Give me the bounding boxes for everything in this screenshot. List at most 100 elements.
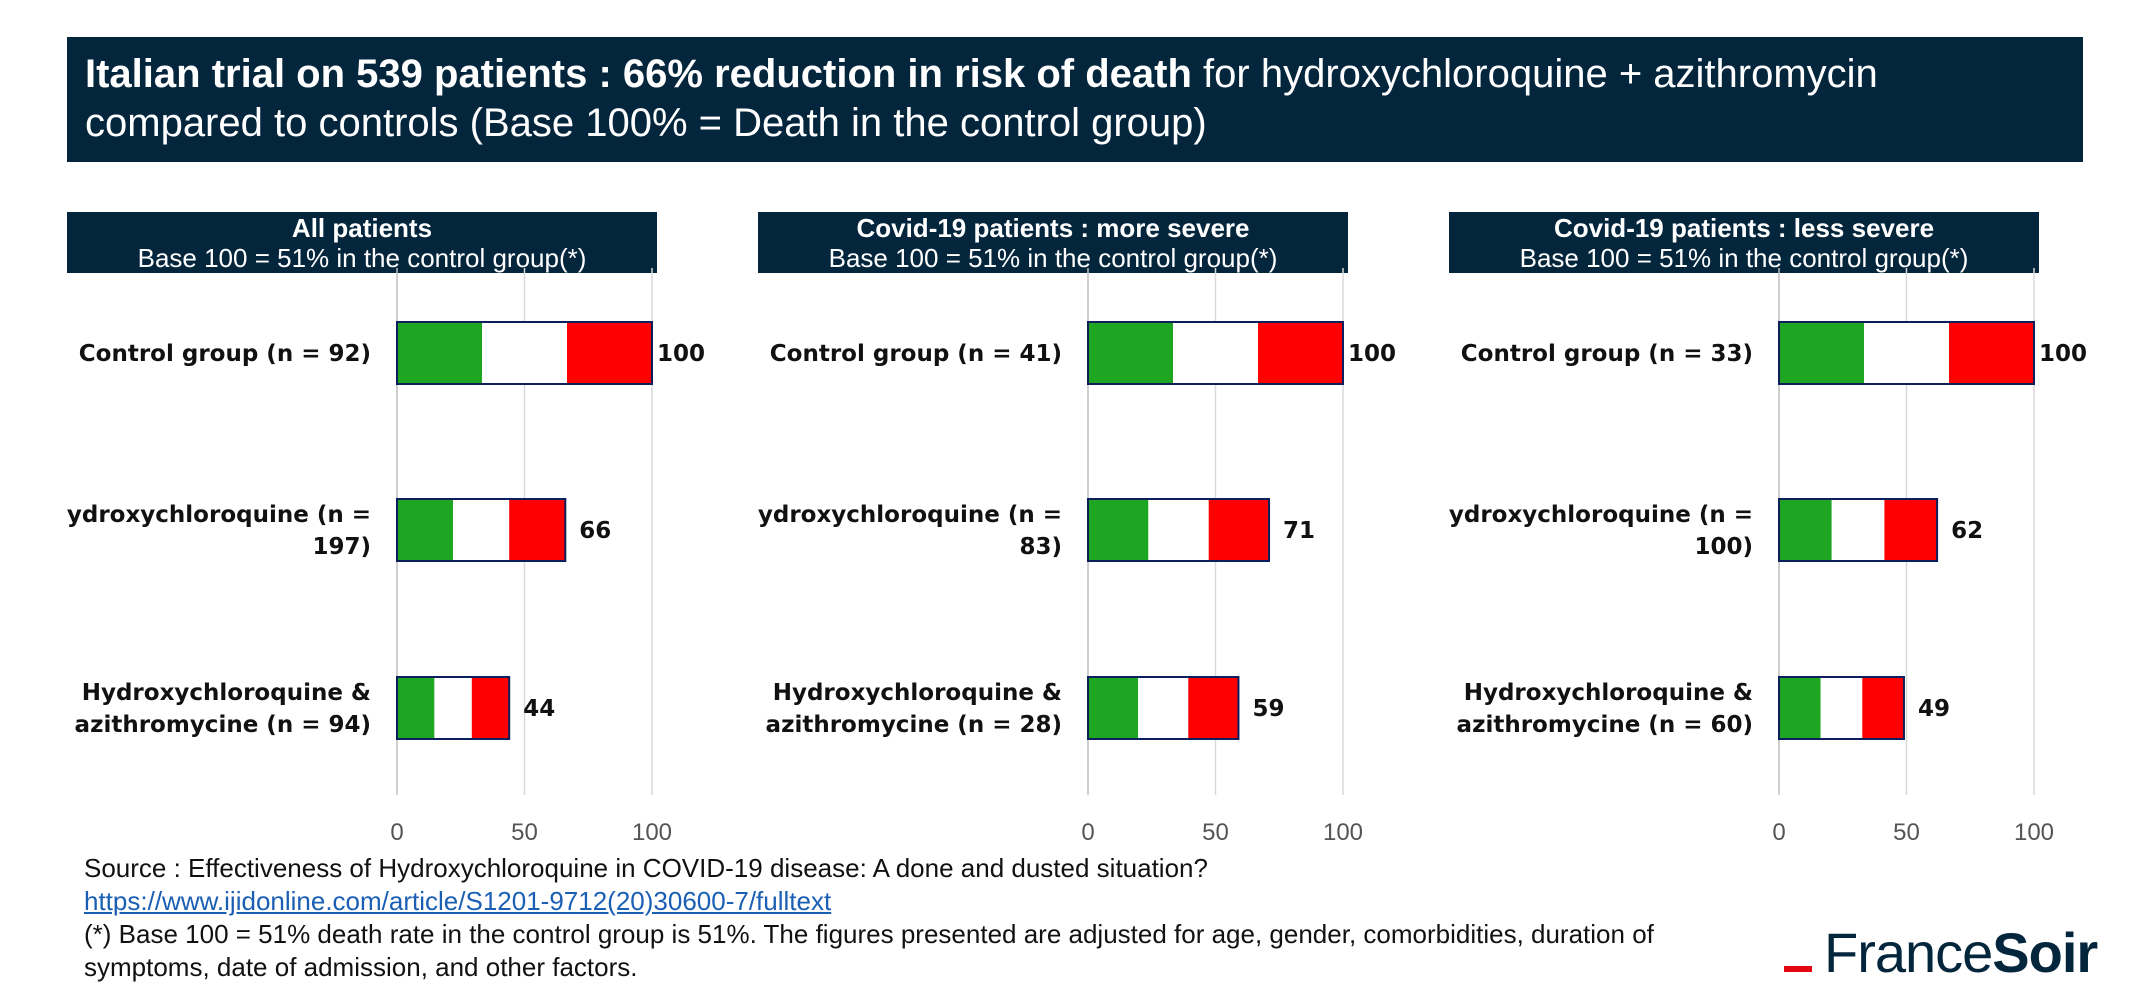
bar-segment-white [1138,677,1189,739]
category-label-line: azithromycine (n = 28) [766,712,1062,738]
bar-segment-red [1862,677,1904,739]
x-tick-label: 50 [511,819,538,846]
bar-outline [1778,321,2035,385]
data-label: 66 [579,518,611,544]
data-label: 71 [1283,518,1315,544]
bar-segment-green [1779,499,1832,561]
bar-segment-green [397,322,482,384]
bar-segment-green [1779,677,1821,739]
bar-chart: 0 50 100 100 Control group (n = 92) 66 Hydroxy… [67,268,705,846]
bar-segment-green [1779,322,1864,384]
source-text: Source : Effectiveness of Hydroxychloroq… [84,853,1208,883]
x-tick-label: 0 [1081,819,1094,846]
bar-segment-red [1208,499,1270,561]
category-label: Hydroxychloroquine & azithromycine (n = 2… [766,680,1062,738]
chart-panel-more-severe: Covid-19 patients : more severe Base 100… [758,0,1458,860]
panel-header: Covid-19 patients : more severe Base 100… [758,212,1348,273]
panel-title: Covid-19 patients : less severe [1553,213,1935,243]
panel-subtitle: Base 100 = 51% in the control group(*) [137,243,587,273]
category-label-line: Hydroxychloroquine (n = [758,502,1062,528]
bar-segment-green [1088,677,1139,739]
bar [396,498,567,562]
bar-segment-green [1088,322,1173,384]
footnote: (*) Base 100 = 51% death rate in the con… [84,919,1654,982]
bar-segment-red [1949,322,2034,384]
chart-panel-less-severe: Covid-19 patients : less severe Base 100… [1449,0,2130,860]
bar-segment-white [482,322,567,384]
category-label: Hydroxychloroquine (n = 100) [1449,502,1753,560]
category-label-line: Control group (n = 41) [770,341,1062,367]
title-rest: for hydroxychloroquine + azithromycin co… [85,52,1878,145]
data-label: 62 [1951,518,1983,544]
category-label-line: 83) [1019,534,1062,560]
data-label: 49 [1918,696,1950,722]
bar-segment-white [1864,322,1949,384]
category-label: Control group (n = 33) [1461,341,1753,367]
bar-outline [1778,498,1939,562]
bar [1087,321,1344,385]
bar-segment-white [1173,322,1258,384]
bar-chart: 0 50 100 100 Control group (n = 33) 62 Hydroxy… [1449,268,2087,846]
category-label: Hydroxychloroquine & azithromycine (n = 9… [75,680,371,738]
category-label: Control group (n = 41) [770,341,1062,367]
category-label-line: 100) [1694,534,1753,560]
category-label: Hydroxychloroquine & azithromycine (n = 6… [1457,680,1753,738]
source-link[interactable]: https://www.ijidonline.com/article/S1201… [84,886,832,916]
x-tick-label: 100 [1323,819,1363,846]
category-label-line: Hydroxychloroquine (n = [1449,502,1753,528]
bar-segment-red [1188,677,1239,739]
bar [1778,676,1905,740]
x-tick-label: 100 [632,819,672,846]
page-title: Italian trial on 539 patients : 66% redu… [67,37,2083,162]
bar [1778,321,2035,385]
bar-segment-white [453,499,510,561]
bar-segment-red [509,499,566,561]
bar-segment-white [434,677,472,739]
bar-outline [1087,321,1344,385]
x-tick-label: 50 [1202,819,1229,846]
bar [396,321,653,385]
data-label: 59 [1252,696,1284,722]
category-label-line: Hydroxychloroquine (n = [67,502,371,528]
panel-header: All patients Base 100 = 51% in the contr… [67,212,657,273]
bar-segment-red [1258,322,1343,384]
logo-dash [1784,966,1812,972]
x-tick-label: 50 [1893,819,1920,846]
data-label: 100 [657,341,705,367]
bar-segment-white [1831,499,1885,561]
bar-segment-red [1884,499,1938,561]
bar [1087,676,1240,740]
panel-subtitle: Base 100 = 51% in the control group(*) [1519,243,1969,273]
data-label: 44 [523,696,555,722]
category-label-line: Hydroxychloroquine & [1464,680,1753,706]
category-label-line: azithromycine (n = 94) [75,712,371,738]
bar-segment-green [397,499,454,561]
footer: Source : Effectiveness of Hydroxychloroq… [84,852,1784,984]
bar-segment-red [471,677,510,739]
data-label: 100 [2039,341,2087,367]
bar-segment-green [1088,499,1149,561]
category-label-line: azithromycine (n = 60) [1457,712,1753,738]
category-label-line: Hydroxychloroquine & [773,680,1062,706]
bar-outline [1087,498,1271,562]
category-label-line: 197) [312,534,371,560]
bar-outline [1087,676,1240,740]
x-tick-label: 0 [390,819,403,846]
category-label-line: Hydroxychloroquine & [82,680,371,706]
panel-title: Covid-19 patients : more severe [856,213,1250,243]
panel-title: All patients [291,213,433,243]
bar [396,676,511,740]
category-label: Hydroxychloroquine (n = 197) [67,502,371,560]
bar-segment-white [1148,499,1209,561]
bar [1087,498,1271,562]
bar-outline [396,321,653,385]
panel-subtitle: Base 100 = 51% in the control group(*) [828,243,1278,273]
title-bold: Italian trial on 539 patients : 66% redu… [85,52,1192,96]
data-label: 100 [1348,341,1396,367]
x-tick-label: 100 [2014,819,2054,846]
chart-panel-all-patients: All patients Base 100 = 51% in the contr… [67,0,767,860]
bar-outline [396,498,567,562]
logo-part1: France [1824,921,1993,984]
francesoir-logo: FranceSoir [1784,920,2098,984]
bar-segment-green [397,677,435,739]
